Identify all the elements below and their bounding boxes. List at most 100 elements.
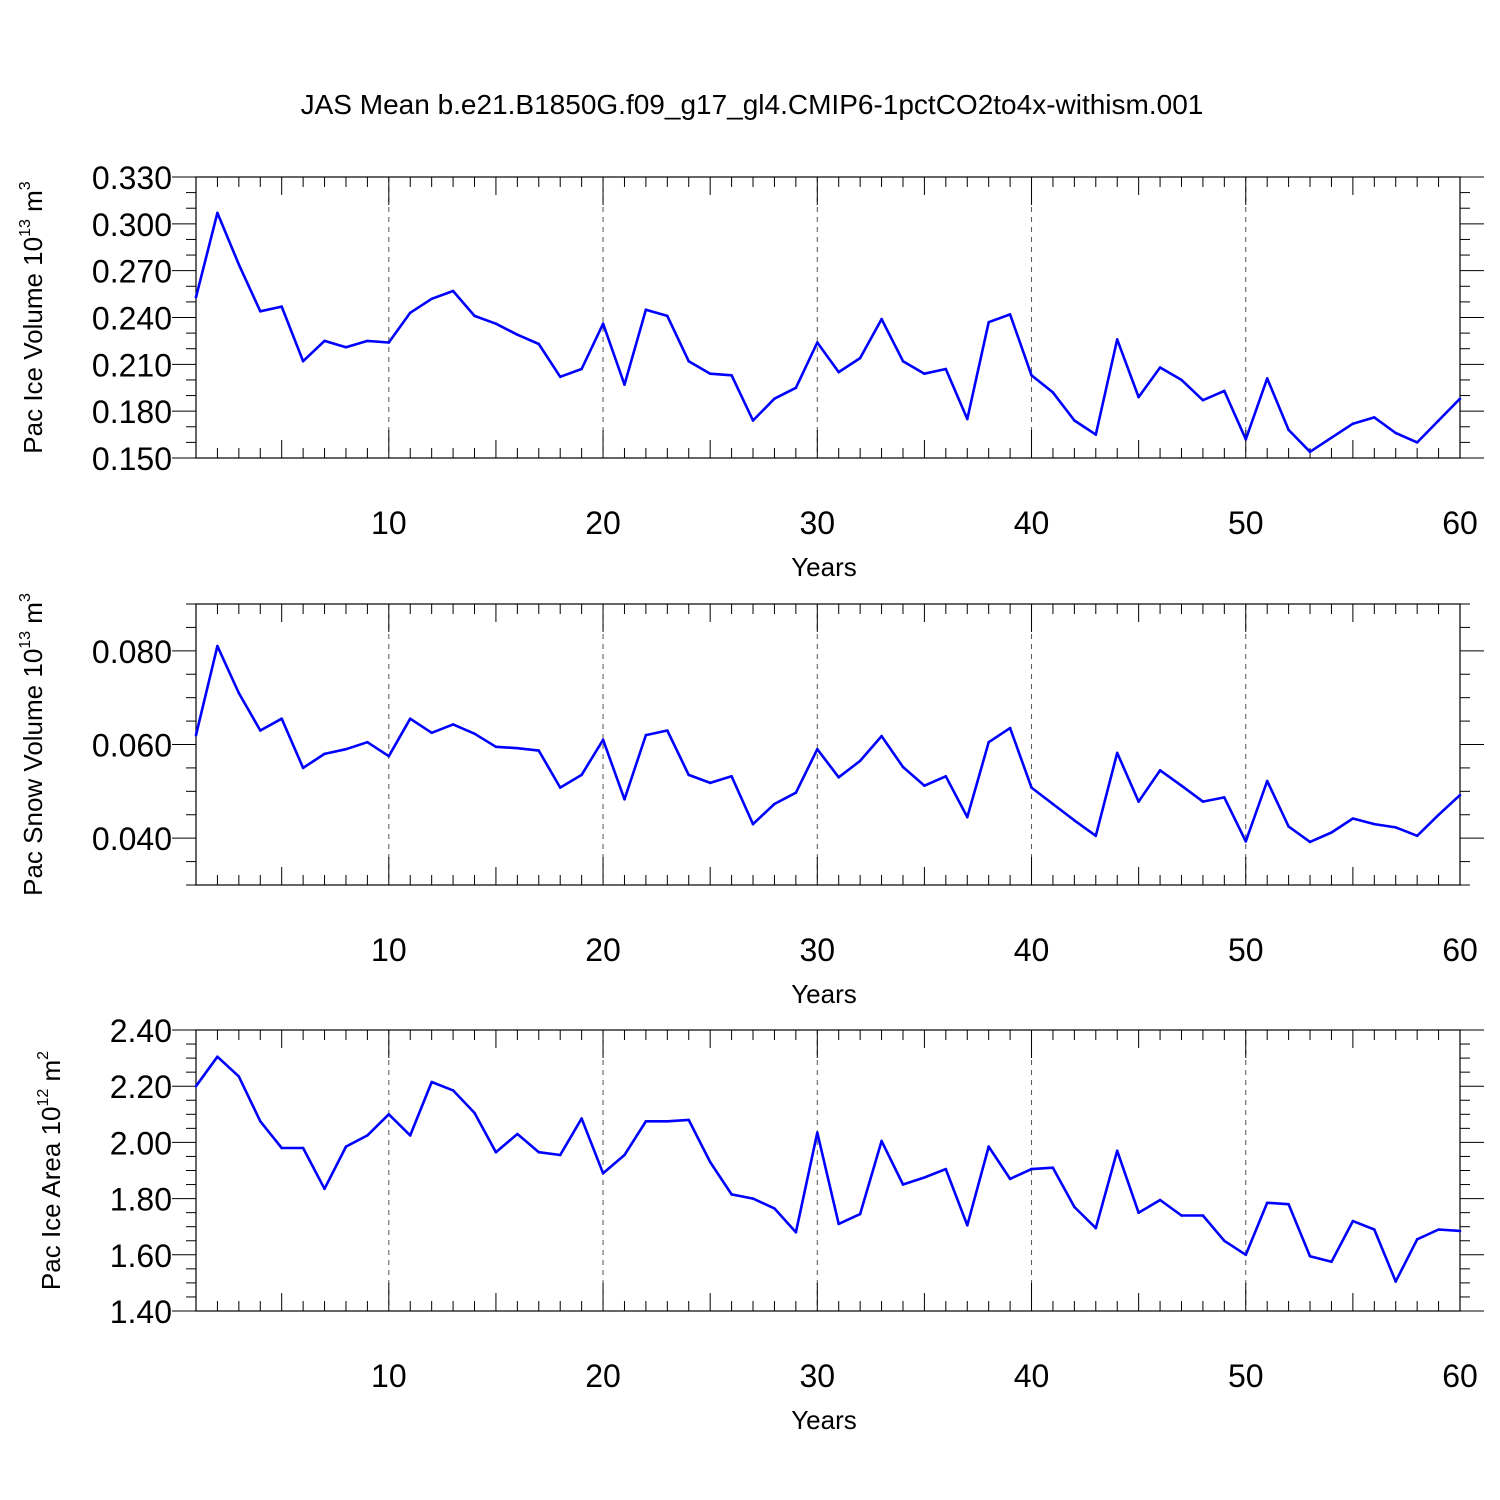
x-axis-title: Years (791, 979, 857, 1009)
data-point (301, 1146, 305, 1150)
data-point (1458, 1229, 1462, 1233)
data-point (473, 1111, 476, 1115)
data-point (237, 691, 241, 695)
data-point (1308, 840, 1312, 844)
x-tick-label: 10 (371, 932, 407, 968)
data-point (666, 729, 669, 732)
data-point (794, 791, 798, 794)
data-point (708, 372, 712, 376)
data-point (366, 339, 369, 343)
data-point (858, 1212, 862, 1216)
figure-title: JAS Mean b.e21.B1850G.f09_g17_gl4.CMIP6-… (301, 89, 1204, 120)
data-point (451, 289, 455, 293)
data-point (1008, 313, 1012, 316)
data-point (1373, 416, 1376, 419)
data-point (773, 1207, 776, 1210)
y-axis-title-ylabel-exp: 13 (17, 219, 34, 237)
data-point (1265, 377, 1269, 380)
data-point (751, 419, 755, 422)
data-point (516, 746, 519, 750)
data-point (473, 314, 476, 318)
data-point (580, 773, 583, 777)
data-point (366, 1134, 369, 1137)
data-point (1051, 802, 1055, 806)
x-axis-title: Years (791, 552, 857, 582)
data-point (730, 775, 733, 778)
y-axis-title-ylabel-unit-exp: 3 (17, 593, 34, 602)
data-point (1115, 1149, 1119, 1153)
data-point (1223, 389, 1226, 393)
data-point (344, 345, 348, 349)
data-point (1030, 786, 1033, 789)
y-axis-title-ylabel-base: Pac Snow Volume 10 (18, 649, 48, 896)
data-point (408, 311, 412, 315)
data-point (923, 372, 926, 376)
data-point (280, 305, 284, 308)
data-point (1373, 822, 1376, 826)
data-point (751, 822, 755, 826)
x-tick-label: 60 (1442, 1358, 1478, 1394)
data-point (580, 1117, 583, 1120)
data-point (301, 359, 305, 363)
data-point (344, 747, 348, 751)
data-point (987, 740, 990, 744)
data-point (1458, 397, 1462, 401)
data-point (323, 339, 326, 343)
data-point (816, 1131, 819, 1134)
y-tick-label: 1.80 (110, 1182, 172, 1218)
data-point (1008, 1177, 1012, 1181)
data-point (494, 1150, 498, 1154)
data-point (344, 1145, 348, 1148)
data-point (1394, 431, 1397, 435)
data-point (666, 1120, 669, 1123)
data-point (1094, 834, 1098, 838)
data-point (794, 1231, 798, 1234)
data-point (1094, 433, 1098, 436)
data-point (430, 1080, 434, 1084)
y-axis-title-ylabel-unit: m (36, 1060, 66, 1089)
data-point (387, 1113, 391, 1116)
data-point (601, 322, 605, 326)
y-axis-title-ylabel-unit: m (18, 190, 48, 219)
data-point (1330, 436, 1333, 440)
data-point (1415, 1238, 1419, 1241)
data-point (816, 341, 819, 344)
data-point (1287, 428, 1290, 432)
data-point (1308, 1254, 1312, 1258)
data-point (537, 342, 541, 346)
x-tick-label: 60 (1442, 505, 1478, 541)
y-axis-title-ylabel-unit-exp: 2 (35, 1051, 52, 1060)
data-point (773, 802, 776, 806)
y-tick-label: 0.150 (92, 441, 172, 477)
data-point (623, 798, 626, 801)
data-point (1137, 800, 1140, 803)
x-tick-label: 50 (1228, 505, 1264, 541)
data-point (451, 1089, 455, 1092)
data-point (1051, 391, 1055, 394)
data-point (944, 367, 948, 371)
data-point (1373, 1228, 1376, 1231)
data-point (1394, 1280, 1397, 1283)
y-tick-label: 2.40 (110, 1013, 172, 1049)
data-point (687, 773, 690, 777)
data-point (1158, 1198, 1162, 1202)
plot-frame (195, 603, 1461, 886)
y-tick-label: 0.240 (92, 301, 172, 337)
data-point (858, 759, 862, 763)
y-axis-title-ylabel-unit: m (18, 602, 48, 631)
x-tick-label: 60 (1442, 932, 1478, 968)
x-tick-label: 20 (585, 1358, 621, 1394)
data-point (1201, 800, 1205, 803)
data-point (623, 1153, 626, 1157)
data-point (923, 1176, 926, 1179)
data-point (494, 745, 498, 749)
data-point (644, 308, 648, 312)
data-point (1287, 825, 1290, 828)
y-tick-label: 1.40 (110, 1294, 172, 1330)
data-point (987, 1145, 990, 1148)
y-axis-title: Pac Snow Volume 1013 m3 (17, 593, 48, 896)
data-point (1244, 438, 1248, 441)
y-axis-title-ylabel-base: Pac Ice Area 10 (36, 1107, 66, 1291)
data-point (644, 1120, 648, 1123)
